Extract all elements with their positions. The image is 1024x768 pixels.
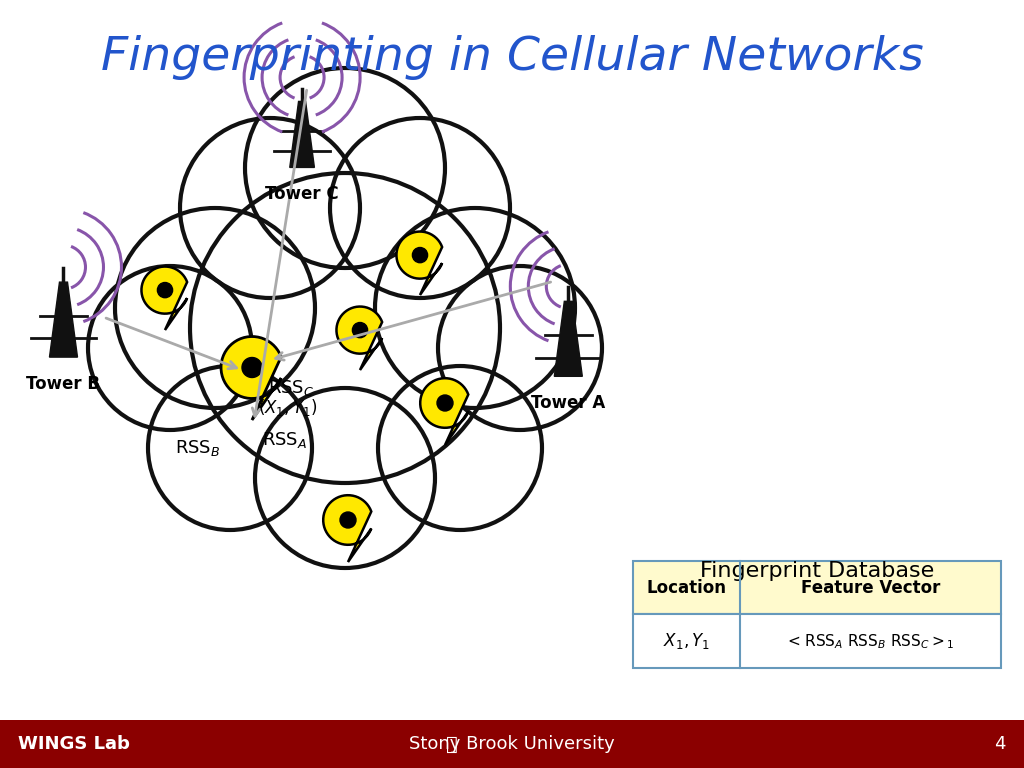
Polygon shape xyxy=(290,101,314,167)
Circle shape xyxy=(148,366,312,530)
Bar xyxy=(0,720,1024,768)
Circle shape xyxy=(375,208,575,408)
Polygon shape xyxy=(396,232,442,295)
Polygon shape xyxy=(324,495,372,562)
Polygon shape xyxy=(141,266,187,330)
Text: < RSS$_A$ RSS$_B$ RSS$_C$$>_1$: < RSS$_A$ RSS$_B$ RSS$_C$$>_1$ xyxy=(787,632,954,650)
Text: Location: Location xyxy=(646,578,727,597)
Text: $(X_1, Y_1)$: $(X_1, Y_1)$ xyxy=(258,398,317,419)
Circle shape xyxy=(340,512,356,528)
Text: ⛉: ⛉ xyxy=(446,734,458,753)
Circle shape xyxy=(158,283,173,298)
Polygon shape xyxy=(337,306,382,370)
Bar xyxy=(633,561,1001,614)
Circle shape xyxy=(437,395,453,411)
Polygon shape xyxy=(49,282,78,357)
Circle shape xyxy=(255,388,435,568)
Circle shape xyxy=(242,357,262,378)
Text: Feature Vector: Feature Vector xyxy=(801,578,941,597)
Text: RSS$_A$: RSS$_A$ xyxy=(262,430,307,450)
Text: WINGS Lab: WINGS Lab xyxy=(18,735,130,753)
Text: RSS$_C$: RSS$_C$ xyxy=(268,378,314,398)
Circle shape xyxy=(190,173,500,483)
Text: Tower C: Tower C xyxy=(265,185,339,204)
Circle shape xyxy=(115,208,315,408)
Circle shape xyxy=(352,323,368,338)
Circle shape xyxy=(413,247,428,263)
Bar xyxy=(633,614,1001,668)
Text: 4: 4 xyxy=(994,735,1006,753)
Text: Tower A: Tower A xyxy=(531,394,605,412)
Polygon shape xyxy=(420,378,468,445)
Polygon shape xyxy=(554,301,583,376)
Text: Fingerprinting in Cellular Networks: Fingerprinting in Cellular Networks xyxy=(100,35,924,81)
Text: RSS$_B$: RSS$_B$ xyxy=(175,438,220,458)
Circle shape xyxy=(180,118,360,298)
Circle shape xyxy=(330,118,510,298)
Text: Fingerprint Database: Fingerprint Database xyxy=(700,561,934,581)
Text: $X_1, Y_1$: $X_1, Y_1$ xyxy=(664,631,710,651)
Polygon shape xyxy=(221,336,282,420)
Circle shape xyxy=(245,68,445,268)
Circle shape xyxy=(88,266,252,430)
Text: Tower B: Tower B xyxy=(27,375,100,393)
Text: Stony Brook University: Stony Brook University xyxy=(410,735,614,753)
Circle shape xyxy=(438,266,602,430)
Circle shape xyxy=(378,366,542,530)
